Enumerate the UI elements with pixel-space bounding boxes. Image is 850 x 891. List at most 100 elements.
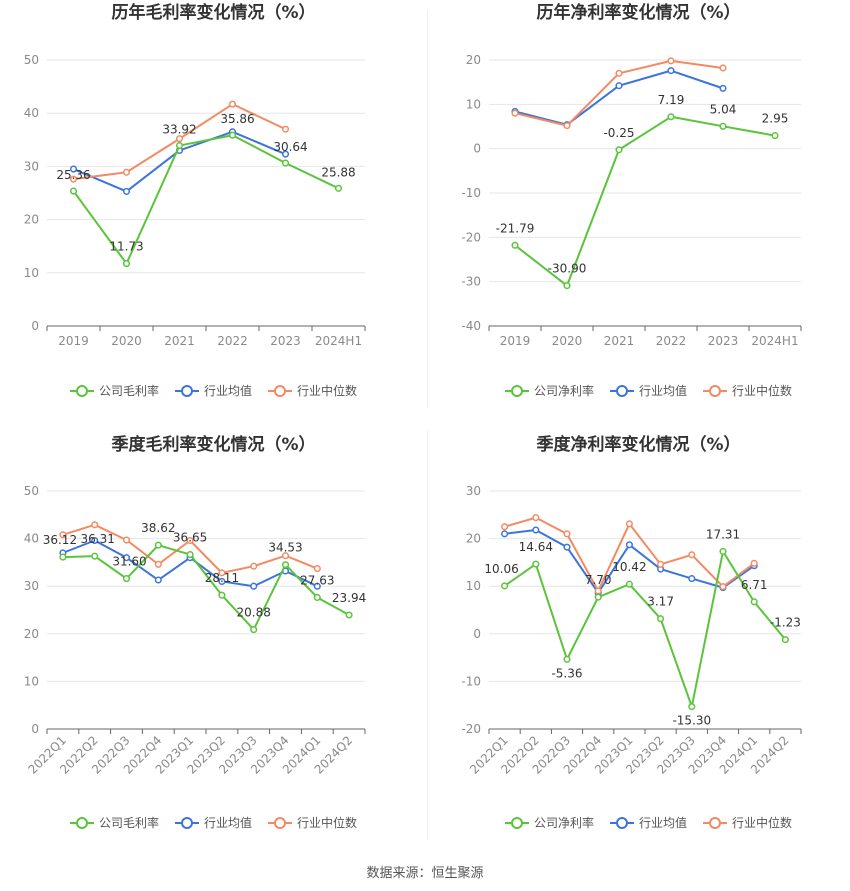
y-tick-label: 10 — [24, 266, 39, 280]
data-point — [594, 587, 602, 595]
data-point — [625, 541, 633, 549]
data-point — [563, 282, 571, 290]
y-tick-label: 50 — [24, 53, 39, 67]
data-point — [594, 593, 602, 601]
data-point — [719, 583, 727, 591]
y-tick-label: -40 — [461, 319, 481, 333]
data-point — [175, 141, 184, 150]
data-label: -0.25 — [603, 126, 634, 140]
legend-label: 行业均值 — [204, 815, 252, 830]
y-tick-label: 0 — [473, 627, 481, 641]
legend-label: 行业均值 — [639, 383, 687, 398]
data-point — [667, 67, 675, 75]
data-label: -1.23 — [770, 616, 801, 630]
y-tick-label: 10 — [24, 674, 39, 688]
series-line-1 — [514, 69, 724, 126]
y-tick-label: 30 — [24, 579, 39, 593]
data-label: 20.88 — [237, 606, 271, 620]
y-tick-label: 20 — [24, 213, 39, 227]
x-tick-label: 2021 — [164, 334, 195, 348]
data-point — [688, 703, 696, 711]
data-point — [532, 514, 540, 522]
data-label: 7.70 — [585, 573, 612, 587]
data-label: 11.73 — [109, 240, 143, 254]
data-label: -5.36 — [551, 666, 582, 680]
data-point — [175, 135, 184, 143]
data-point — [532, 560, 540, 568]
data-point — [186, 550, 194, 559]
legend-item-2: 行业中位数 — [268, 383, 357, 398]
panel-divider-top — [427, 10, 428, 408]
y-tick-label: 20 — [24, 627, 39, 641]
data-point — [228, 131, 237, 139]
y-tick-label: -10 — [461, 674, 481, 688]
y-tick-label: 0 — [31, 319, 39, 333]
y-tick-label: 0 — [31, 722, 39, 736]
legend-marker — [181, 817, 193, 829]
data-label: 5.04 — [710, 102, 737, 116]
chart-title: 季度净利率变化情况（%） — [536, 434, 740, 455]
data-point — [281, 159, 290, 167]
data-point — [281, 125, 290, 133]
data-point — [281, 552, 290, 560]
legend-label: 行业中位数 — [297, 815, 357, 830]
data-point — [228, 100, 237, 108]
data-point — [511, 109, 519, 117]
data-point — [563, 122, 571, 130]
data-point — [719, 547, 727, 555]
data-point — [657, 560, 665, 568]
data-point — [501, 523, 509, 531]
x-tick-label: 2019 — [58, 334, 89, 348]
data-point — [281, 561, 290, 569]
legend-item-0: 公司净利率 — [505, 383, 594, 398]
data-point — [771, 132, 779, 140]
data-point — [313, 582, 321, 590]
data-point — [59, 553, 67, 561]
data-point — [750, 598, 758, 606]
data-label: 3.17 — [647, 595, 674, 609]
x-tick-label: 2019 — [500, 334, 531, 348]
data-point — [719, 84, 727, 92]
data-point — [688, 551, 696, 559]
y-tick-label: 20 — [466, 53, 481, 67]
y-tick-label: 10 — [466, 97, 481, 111]
data-point — [563, 543, 571, 551]
chart-annual-gross-margin: 历年毛利率变化情况（%） 0 10 20 30 40 50 2019 2020 2021 2022 2… — [24, 2, 366, 398]
data-point — [154, 541, 162, 549]
data-point — [69, 165, 78, 173]
panel-divider-bottom — [427, 430, 428, 840]
data-label: 33.92 — [162, 123, 196, 137]
data-source: 数据来源：恒生聚源 — [366, 866, 484, 881]
data-point — [186, 536, 194, 545]
data-point — [250, 626, 258, 634]
data-point — [625, 520, 633, 528]
y-tick-label: -20 — [461, 722, 481, 736]
data-point — [750, 559, 758, 567]
data-point — [122, 575, 131, 583]
legend-label: 公司净利率 — [534, 815, 594, 830]
data-point — [122, 168, 131, 176]
data-point — [501, 582, 509, 590]
data-point — [781, 636, 789, 644]
legend-marker — [511, 385, 523, 397]
x-tick-label: 2022 — [217, 334, 248, 348]
data-label: 10.42 — [612, 560, 646, 574]
chart-title: 历年净利率变化情况（%） — [536, 2, 740, 23]
data-point — [69, 187, 78, 195]
legend-marker — [274, 817, 286, 829]
legend: 公司毛利率 行业均值 行业中位数 — [70, 815, 357, 830]
data-point — [563, 655, 571, 663]
data-label: 36.65 — [173, 531, 207, 545]
data-label: 30.64 — [273, 140, 307, 154]
data-label: -15.30 — [672, 714, 711, 728]
data-point — [154, 576, 162, 584]
data-point — [218, 569, 226, 577]
chart-quarterly-net-margin: 季度净利率变化情况（%）-20-1001020302022Q12022Q2202… — [461, 434, 802, 830]
x-tick-label: 2024H1 — [751, 334, 798, 348]
legend-marker — [76, 385, 88, 397]
data-point — [532, 526, 540, 534]
chart-annual-net-margin: 历年净利率变化情况（%） -40 -30 -20 -10 0 10 20 2019 2020 202… — [461, 2, 802, 398]
legend-item-0: 公司毛利率 — [70, 815, 159, 830]
series-line-0 — [504, 550, 787, 708]
data-point — [91, 536, 99, 545]
